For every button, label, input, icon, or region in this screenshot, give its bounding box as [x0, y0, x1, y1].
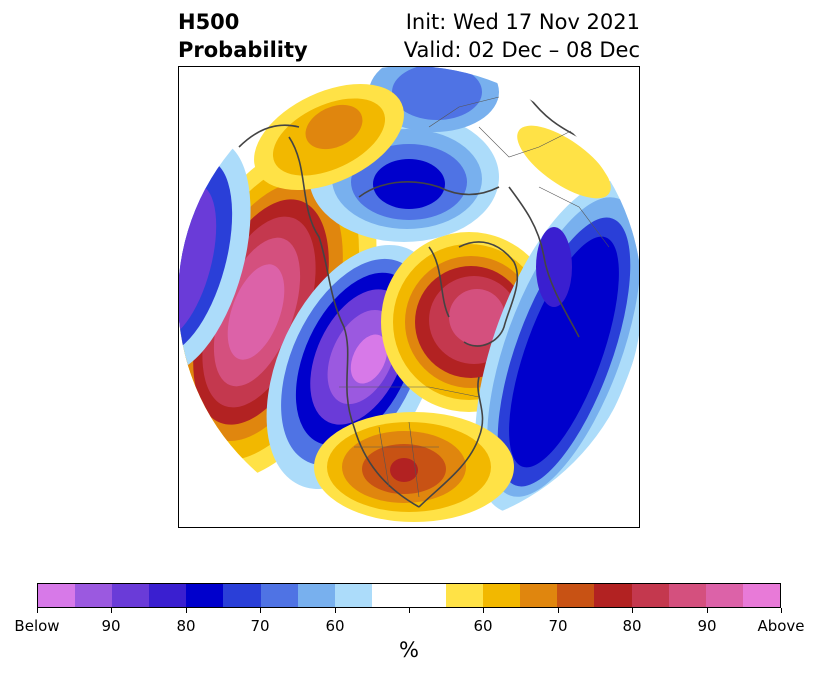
colorbar-segment — [483, 584, 521, 607]
colorbar-tick — [409, 608, 410, 613]
colorbar-segment — [149, 584, 187, 607]
colorbar-segment — [38, 584, 76, 607]
colorbar-tick — [707, 608, 708, 613]
colorbar-tick — [483, 608, 484, 613]
colorbar-segment — [557, 584, 595, 607]
colorbar-segment — [705, 584, 743, 607]
bering-above-anomaly — [254, 84, 404, 190]
colorbar-tick — [632, 608, 633, 613]
colorbar-tick — [186, 608, 187, 613]
atlantic-below-anomaly — [475, 180, 639, 514]
coastlines — [238, 96, 580, 508]
colorbar-segment — [594, 584, 632, 607]
colorbar-segment — [297, 584, 335, 607]
colorbar-tick — [111, 608, 112, 613]
colorbar-tick-label: 60 — [325, 617, 345, 635]
colorbar-segment — [446, 584, 484, 607]
colorbar-segment — [223, 584, 261, 607]
colorbar-segment — [408, 584, 447, 607]
colorbar-tick-label: 70 — [250, 617, 270, 635]
colorbar-tick-label: 80 — [622, 617, 642, 635]
colorbar-tick — [260, 608, 261, 613]
colorbar-segment — [75, 584, 113, 607]
colorbar-tick — [335, 608, 336, 613]
colorbar-tick — [781, 608, 782, 613]
valid-range: Valid: 02 Dec – 08 Dec — [403, 38, 640, 62]
colorbar — [37, 583, 781, 608]
title-right: Init: Wed 17 Nov 2021 Valid: 02 Dec – 08… — [404, 8, 640, 64]
europe-above-anomaly — [517, 125, 611, 199]
colorbar-tick-label: 80 — [176, 617, 196, 635]
colorbar-tick-label: 90 — [101, 617, 121, 635]
us-south-above-anomaly — [314, 412, 514, 522]
colorbar-tick-label: 60 — [473, 617, 493, 635]
probability-map — [178, 66, 640, 528]
colorbar-segment — [112, 584, 150, 607]
far-west-below-anomaly — [179, 140, 251, 374]
colorbar-segment — [186, 584, 224, 607]
init-date: Init: Wed 17 Nov 2021 — [405, 10, 640, 34]
colorbar-tick — [558, 608, 559, 613]
map-canvas — [179, 67, 639, 527]
colorbar-segment — [334, 584, 372, 607]
title-variable: H500 — [178, 10, 240, 34]
colorbar-tick-label: 90 — [697, 617, 717, 635]
colorbar-unit-label: % — [399, 638, 419, 662]
colorbar-segment — [742, 584, 780, 607]
colorbar-segment — [371, 584, 409, 607]
colorbar-segment — [668, 584, 706, 607]
colorbar-segment — [520, 584, 558, 607]
colorbar-segment — [631, 584, 669, 607]
colorbar-tick-label: Above — [757, 617, 805, 635]
borders — [339, 96, 610, 498]
title-left: H500 Probability — [178, 8, 308, 64]
colorbar-tick-label: 70 — [548, 617, 568, 635]
colorbar-tick-label: Below — [14, 617, 60, 635]
title-product: Probability — [178, 38, 308, 62]
colorbar-tick — [37, 608, 38, 613]
colorbar-segment — [260, 584, 298, 607]
